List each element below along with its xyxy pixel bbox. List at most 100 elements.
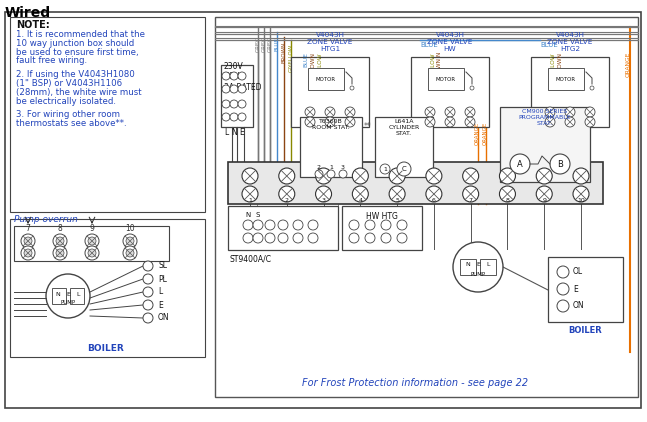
Circle shape xyxy=(253,233,263,243)
Text: 8: 8 xyxy=(58,224,62,233)
Circle shape xyxy=(426,186,442,202)
Bar xyxy=(14,226,169,261)
Text: N: N xyxy=(56,292,60,297)
Circle shape xyxy=(453,242,503,292)
Text: 2: 2 xyxy=(285,198,289,203)
Text: BOILER: BOILER xyxy=(87,344,124,353)
Circle shape xyxy=(123,234,137,248)
Circle shape xyxy=(21,234,35,248)
Circle shape xyxy=(243,220,253,230)
Circle shape xyxy=(46,274,90,318)
Text: MOTOR: MOTOR xyxy=(556,76,576,81)
Circle shape xyxy=(425,117,435,127)
Circle shape xyxy=(545,117,555,127)
Circle shape xyxy=(21,246,35,260)
Text: L: L xyxy=(158,287,162,297)
Text: G/YELLOW: G/YELLOW xyxy=(550,52,555,82)
Circle shape xyxy=(253,220,263,230)
Text: B: B xyxy=(557,160,563,168)
Text: G/YELLOW: G/YELLOW xyxy=(317,52,322,82)
Text: 9: 9 xyxy=(542,198,546,203)
Text: HW HTG: HW HTG xyxy=(366,212,398,221)
Text: BROWN N: BROWN N xyxy=(437,52,442,81)
Circle shape xyxy=(56,249,64,257)
Circle shape xyxy=(397,233,407,243)
Text: L641A
CYLINDER
STAT.: L641A CYLINDER STAT. xyxy=(388,119,420,135)
Circle shape xyxy=(463,186,479,202)
Circle shape xyxy=(465,117,475,127)
Circle shape xyxy=(585,117,595,127)
Bar xyxy=(70,288,84,304)
Text: 2: 2 xyxy=(317,165,321,170)
Text: 1: 1 xyxy=(329,165,333,170)
Text: V4043H
ZONE VALVE
HTG2: V4043H ZONE VALVE HTG2 xyxy=(547,32,593,52)
Text: 6: 6 xyxy=(432,198,436,203)
Circle shape xyxy=(389,168,405,184)
Circle shape xyxy=(470,86,474,90)
Circle shape xyxy=(349,233,359,243)
Text: NOTE:: NOTE: xyxy=(16,20,50,30)
Text: BROWN: BROWN xyxy=(310,52,315,75)
Circle shape xyxy=(222,100,230,108)
Circle shape xyxy=(222,113,230,121)
Circle shape xyxy=(425,107,435,117)
Text: C: C xyxy=(402,166,406,172)
Text: T6360B
ROOM STAT.: T6360B ROOM STAT. xyxy=(312,119,350,130)
Circle shape xyxy=(397,162,411,176)
Circle shape xyxy=(265,233,275,243)
Bar xyxy=(291,57,369,127)
Circle shape xyxy=(499,168,516,184)
Circle shape xyxy=(126,249,134,257)
Bar xyxy=(228,162,603,204)
Bar xyxy=(411,57,489,127)
Text: For Frost Protection information - see page 22: For Frost Protection information - see p… xyxy=(302,378,528,388)
Circle shape xyxy=(293,233,303,243)
Text: 10 way junction box should: 10 way junction box should xyxy=(16,39,134,48)
Text: 4: 4 xyxy=(358,198,362,203)
Circle shape xyxy=(222,85,230,93)
Bar xyxy=(342,206,422,250)
Text: 3. For wiring other room: 3. For wiring other room xyxy=(16,111,120,119)
Circle shape xyxy=(279,186,295,202)
Text: N: N xyxy=(231,128,237,137)
Text: BROWN: BROWN xyxy=(557,52,562,75)
Text: E: E xyxy=(476,262,480,268)
Circle shape xyxy=(143,313,153,323)
Circle shape xyxy=(380,164,390,174)
Text: CM900 SERIES
PROGRAMMABLE
STAT.: CM900 SERIES PROGRAMMABLE STAT. xyxy=(519,109,571,126)
Circle shape xyxy=(349,220,359,230)
Text: G/YELLOW: G/YELLOW xyxy=(289,44,294,72)
Circle shape xyxy=(278,220,288,230)
Circle shape xyxy=(222,72,230,80)
Circle shape xyxy=(53,246,67,260)
Text: 9: 9 xyxy=(89,224,94,233)
Bar xyxy=(428,68,464,90)
Circle shape xyxy=(353,186,368,202)
Text: MOTOR: MOTOR xyxy=(436,76,456,81)
Text: E: E xyxy=(573,284,578,293)
Text: 1: 1 xyxy=(383,167,387,171)
Circle shape xyxy=(316,186,331,202)
Circle shape xyxy=(85,234,99,248)
Circle shape xyxy=(143,300,153,310)
Circle shape xyxy=(545,107,555,117)
Text: 1. It is recommended that the: 1. It is recommended that the xyxy=(16,30,145,39)
Circle shape xyxy=(230,85,238,93)
Circle shape xyxy=(345,117,355,127)
Text: 3: 3 xyxy=(322,198,325,203)
Text: BLUE: BLUE xyxy=(540,42,558,48)
Text: 1: 1 xyxy=(248,198,252,203)
Text: 3: 3 xyxy=(341,165,345,170)
Circle shape xyxy=(242,168,258,184)
Text: be used to ensure first time,: be used to ensure first time, xyxy=(16,48,138,57)
Text: 2. If using the V4043H1080: 2. If using the V4043H1080 xyxy=(16,70,135,79)
Circle shape xyxy=(550,154,570,174)
Circle shape xyxy=(126,237,134,245)
Bar xyxy=(221,65,253,127)
Circle shape xyxy=(242,186,258,202)
Bar xyxy=(228,206,338,250)
Text: L: L xyxy=(224,128,228,137)
Circle shape xyxy=(445,117,455,127)
Circle shape xyxy=(590,86,594,90)
Circle shape xyxy=(463,168,479,184)
